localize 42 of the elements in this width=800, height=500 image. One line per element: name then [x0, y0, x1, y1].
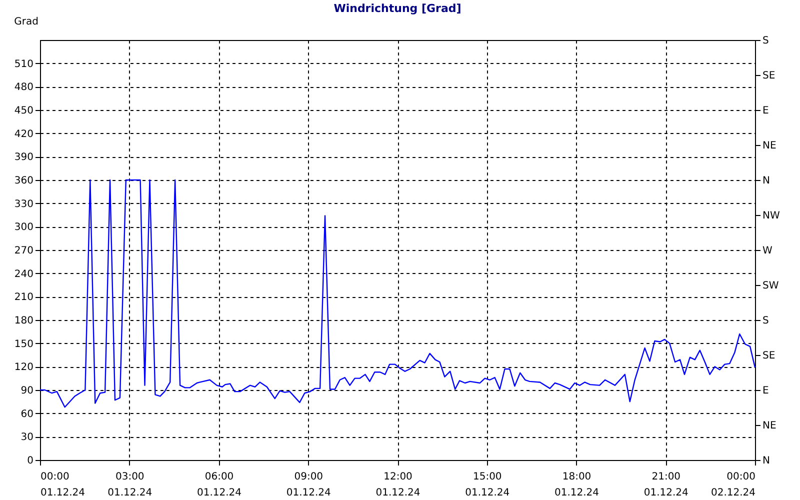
x-tick-label: 00:00 01.12.24	[40, 472, 86, 498]
y-tick-label: 180	[14, 316, 34, 326]
category-label: W	[762, 246, 772, 256]
x-tick-label: 18:00 01.12.24	[554, 472, 600, 498]
y-tick-label: 510	[14, 58, 34, 70]
x-tick-label: 00:00 02.12.24	[710, 472, 756, 498]
y-axis-title: Grad	[14, 16, 38, 28]
category-label: E	[762, 106, 769, 116]
y-tick-label: 450	[14, 106, 34, 116]
category-label: SE	[762, 70, 776, 82]
x-tick-label: 09:00 01.12.24	[286, 472, 331, 498]
category-label: NE	[762, 420, 776, 432]
category-label: S	[762, 36, 769, 46]
category-label: S	[762, 316, 769, 326]
x-tick-label: 03:00 01.12.24	[108, 472, 152, 498]
y-tick-label: 390	[14, 152, 34, 164]
y-tick-label: 90	[20, 386, 34, 396]
y-tick-label: 0	[27, 456, 34, 466]
x-tick-label: 21:00 01.12.24	[644, 472, 688, 498]
category-label: NW	[762, 210, 780, 222]
y-tick-label: 300	[14, 222, 34, 234]
y-tick-label: 270	[14, 246, 34, 256]
category-label: SE	[762, 350, 776, 362]
y-tick-label: 30	[20, 432, 34, 444]
y-tick-label: 360	[14, 176, 34, 186]
x-tick-label: 06:00 01.12.24	[196, 472, 242, 498]
y-tick-label: 480	[14, 82, 34, 94]
category-label: N	[762, 176, 770, 186]
category-label: SW	[762, 280, 779, 292]
y-tick-label: 420	[14, 128, 34, 140]
y-tick-label: 150	[14, 338, 34, 350]
chart-title: Windrichtung [Grad]	[334, 2, 462, 15]
y-tick-label: 120	[14, 362, 34, 374]
y-tick-label: 210	[14, 292, 34, 304]
category-label: N	[762, 456, 770, 466]
category-label: E	[762, 386, 769, 396]
y-tick-label: 240	[14, 268, 34, 280]
category-label: NE	[762, 140, 776, 152]
y-tick-label: 60	[20, 408, 34, 420]
x-tick-label: 12:00 01.12.24	[376, 472, 420, 498]
y-tick-label: 330	[14, 198, 34, 210]
x-tick-label: 15:00 01.12.24	[465, 472, 510, 498]
